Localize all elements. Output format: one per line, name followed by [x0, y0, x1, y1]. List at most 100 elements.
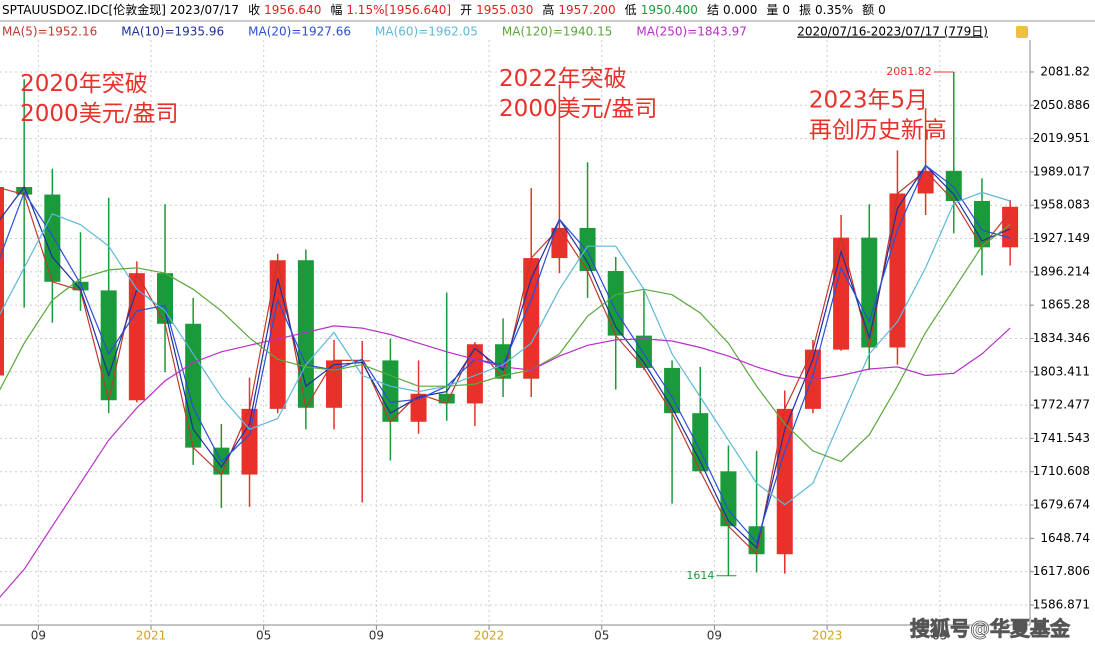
quote-value: 1955.030	[476, 3, 534, 17]
candle-body	[833, 237, 850, 350]
y-tick-label: 1710.608	[1033, 464, 1090, 478]
min-label: 1614	[686, 569, 714, 582]
quote-value: 2023/07/17	[169, 3, 240, 17]
candle-body	[495, 344, 512, 379]
quote-item: 收 1956.640	[248, 0, 321, 20]
quote-label: 振	[798, 3, 811, 17]
candle-body	[326, 360, 343, 408]
annotation: 2023年5月	[809, 87, 928, 113]
quote-value: 0	[782, 3, 790, 17]
quote-value: 0	[878, 3, 886, 17]
x-tick-label: 05	[932, 629, 947, 643]
y-tick-label: 2019.951	[1033, 131, 1090, 145]
candle-body	[100, 290, 117, 401]
y-tick-label: 1896.214	[1033, 264, 1090, 278]
quote-item: 振 0.35%	[799, 0, 853, 20]
watermark: 搜狐号@华夏基金	[910, 617, 1071, 641]
candle-body	[410, 393, 427, 422]
candle-body	[861, 237, 878, 348]
annotation: 2000美元/盎司	[499, 96, 657, 122]
candle-body	[607, 271, 624, 336]
quote-label: 幅	[330, 3, 343, 17]
y-tick-label: 2050.886	[1033, 98, 1090, 112]
range-label: 2020/07/16-2023/07/17 (779日)	[797, 25, 988, 39]
quote-label: 额	[862, 3, 875, 17]
y-tick-label: 1927.149	[1033, 231, 1090, 245]
ma-line	[0, 169, 1011, 556]
max-label: 2081.82	[886, 65, 932, 78]
candle-body	[973, 201, 990, 248]
annotation: 2022年突破	[499, 66, 627, 92]
candle-body	[241, 408, 258, 475]
quote-item: 幅 1.15%[1956.640]	[330, 0, 451, 20]
candle-body	[889, 193, 906, 348]
annotation: 2020年突破	[20, 71, 148, 97]
y-tick-label: 1648.74	[1040, 531, 1090, 545]
candle-body	[0, 187, 4, 376]
quote-value: 1.15%[1956.640]	[346, 3, 452, 17]
y-tick-label: 1741.543	[1033, 431, 1090, 445]
quote-value: 0.35%	[815, 3, 854, 17]
y-tick-label: 1586.871	[1033, 597, 1090, 611]
quote-header: SPTAUUSDOZ.IDC[伦敦金现] 2023/07/17 收 1956.640 幅…	[0, 0, 1095, 20]
y-tick-label: 1958.083	[1033, 198, 1090, 212]
candle-body	[44, 194, 61, 282]
x-tick-label: 05	[256, 629, 271, 643]
quote-label: 高	[542, 3, 555, 17]
quote-item: 低 1950.400	[625, 0, 698, 20]
candle-body	[438, 393, 455, 404]
lock-icon[interactable]	[1016, 26, 1028, 38]
candle-body	[72, 281, 89, 291]
legend-entry: MA(120)=1940.15	[502, 25, 613, 39]
x-tick-label: 2023	[812, 629, 843, 643]
legend-entry: MA(20)=1927.66	[248, 25, 351, 39]
quote-label: 开	[460, 3, 473, 17]
quote-value: 1956.640	[264, 3, 322, 17]
candle-body	[16, 187, 33, 195]
y-tick-label: 1679.674	[1033, 498, 1090, 512]
x-tick-label: 2021	[136, 629, 167, 643]
quote-label: 低	[624, 3, 637, 17]
y-tick-label: 1989.017	[1033, 164, 1090, 178]
candle-body	[466, 344, 483, 404]
quote-item: 结 0.000	[707, 0, 757, 20]
y-tick-label: 1617.806	[1033, 564, 1090, 578]
y-tick-label: 1865.28	[1040, 298, 1090, 312]
legend-entry: MA(250)=1843.97	[636, 25, 747, 39]
quote-item: 开 1955.030	[460, 0, 533, 20]
quote-label: 收	[248, 3, 261, 17]
quote-label: 结	[706, 3, 719, 17]
quote-label: 量	[766, 3, 779, 17]
x-tick-label: 09	[31, 629, 46, 643]
y-tick-label: 1772.477	[1033, 398, 1090, 412]
quote-item: 高 1957.200	[542, 0, 615, 20]
candle-body	[551, 227, 568, 259]
candle-body	[917, 170, 934, 194]
x-tick-label: 05	[594, 629, 609, 643]
quote-value: 1957.200	[558, 3, 616, 17]
quote-value: 1950.400	[640, 3, 698, 17]
annotation: 再创历史新高	[809, 117, 947, 143]
quote-value: 0.000	[722, 3, 758, 17]
candle-body	[269, 260, 286, 409]
x-tick-label: 2022	[474, 629, 505, 643]
legend-entry: MA(5)=1952.16	[2, 25, 97, 39]
legend-entry: MA(10)=1935.96	[121, 25, 224, 39]
candle-body	[692, 413, 709, 472]
candle-body	[1002, 206, 1019, 248]
candle-body	[523, 258, 540, 379]
candle-body	[748, 526, 765, 555]
ma-line	[0, 224, 1011, 463]
y-tick-label: 1803.411	[1033, 364, 1090, 378]
candle-body	[157, 273, 174, 324]
ma-line	[0, 325, 1011, 598]
x-tick-label: 09	[369, 629, 384, 643]
quote-item: SPTAUUSDOZ.IDC[伦敦金现] 2023/07/17	[2, 0, 239, 20]
y-tick-label: 2081.82	[1040, 64, 1090, 78]
annotation: 2000美元/盎司	[20, 101, 178, 127]
quote-label: SPTAUUSDOZ.IDC[伦敦金现]	[2, 3, 166, 17]
ma-line	[0, 191, 1011, 506]
legend-entry: MA(60)=1962.05	[375, 25, 478, 39]
